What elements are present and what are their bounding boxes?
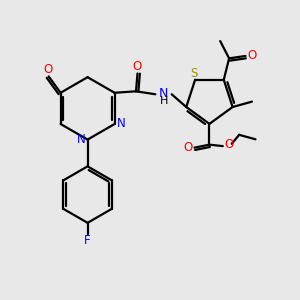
Text: O: O xyxy=(133,60,142,74)
Text: N: N xyxy=(159,87,168,100)
Text: H: H xyxy=(160,96,168,106)
Text: N: N xyxy=(117,118,125,130)
Text: S: S xyxy=(190,67,197,80)
Text: F: F xyxy=(84,234,91,247)
Text: O: O xyxy=(183,141,193,154)
Text: O: O xyxy=(225,138,234,151)
Text: O: O xyxy=(44,63,53,76)
Text: O: O xyxy=(248,49,256,62)
Text: N: N xyxy=(77,133,85,146)
